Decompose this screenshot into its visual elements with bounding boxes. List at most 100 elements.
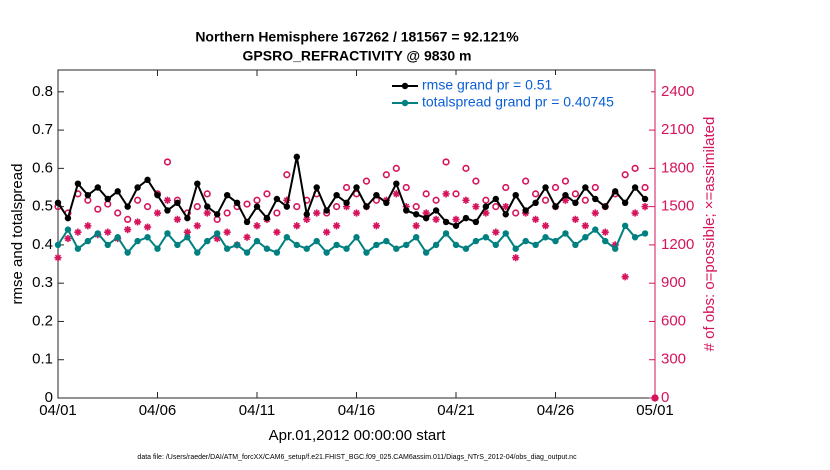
marker-assimilated [601, 228, 609, 236]
marker [164, 207, 171, 214]
marker-assimilated [163, 196, 172, 204]
marker [393, 180, 400, 187]
marker-possible [641, 183, 649, 192]
marker [283, 203, 291, 210]
marker-possible [333, 203, 341, 211]
marker [54, 199, 62, 207]
marker [462, 214, 470, 222]
marker [532, 241, 539, 249]
marker-possible [193, 203, 201, 211]
marker [343, 199, 350, 207]
marker [631, 184, 639, 191]
y-tick-label: 0.1 [32, 351, 53, 368]
marker [403, 207, 410, 214]
marker [343, 245, 350, 252]
marker-possible [492, 203, 500, 211]
marker [64, 226, 72, 233]
y2-tick-label: 1500 [661, 198, 694, 215]
marker-possible [114, 209, 122, 217]
marker-assimilated [392, 190, 400, 198]
marker-possible [124, 215, 132, 223]
marker [592, 195, 599, 203]
marker-possible [362, 177, 371, 185]
marker [542, 234, 549, 241]
marker [512, 191, 519, 199]
marker-possible [571, 190, 580, 198]
marker [293, 153, 300, 161]
marker-possible [263, 190, 271, 198]
marker-assimilated [352, 209, 361, 217]
marker [572, 199, 579, 207]
marker-assimilated [372, 222, 380, 230]
y-tick-label: 0.3 [32, 274, 53, 291]
y-tick-label: 0.5 [32, 198, 53, 215]
marker [432, 241, 440, 249]
marker [602, 203, 609, 210]
footnote: data file: /Users/raeder/DAI/ATM_forcXX/… [137, 454, 577, 461]
marker-assimilated [651, 394, 659, 402]
marker [562, 191, 569, 199]
marker-possible [253, 196, 261, 204]
marker-assimilated [74, 228, 82, 236]
marker [552, 203, 559, 210]
marker [114, 234, 121, 241]
marker [452, 222, 460, 229]
marker-possible [293, 203, 301, 211]
marker [353, 184, 360, 191]
marker [413, 234, 420, 241]
marker-assimilated [303, 215, 311, 223]
marker-assimilated [472, 203, 480, 211]
marker [323, 249, 330, 256]
marker [74, 245, 82, 252]
marker [273, 195, 281, 203]
marker-possible [512, 209, 520, 217]
marker [104, 195, 111, 203]
marker-assimilated [143, 223, 152, 231]
marker [552, 237, 559, 245]
marker-assimilated [64, 234, 72, 243]
marker [174, 199, 181, 207]
marker [134, 237, 141, 245]
marker-assimilated [213, 234, 221, 243]
marker [383, 237, 390, 245]
marker [482, 203, 490, 210]
marker [114, 188, 121, 195]
marker [592, 226, 599, 233]
marker [562, 230, 569, 237]
marker [204, 237, 211, 245]
marker-assimilated [641, 203, 649, 211]
marker-assimilated [323, 228, 331, 236]
marker [313, 184, 320, 191]
marker-assimilated [333, 222, 341, 230]
y-tick-label: 0.7 [32, 121, 53, 138]
marker [612, 245, 619, 252]
marker [353, 234, 360, 241]
marker [621, 222, 629, 229]
marker [383, 199, 390, 207]
marker [452, 241, 460, 249]
marker-assimilated [452, 215, 460, 223]
marker [184, 234, 191, 241]
marker [432, 207, 440, 214]
marker [94, 230, 102, 237]
marker [522, 207, 529, 214]
marker-possible [94, 205, 102, 213]
marker-possible [621, 171, 629, 179]
marker-assimilated [541, 222, 550, 230]
marker-assimilated [581, 222, 589, 230]
marker-possible [382, 171, 390, 179]
marker [462, 245, 470, 252]
marker [502, 230, 509, 237]
marker [84, 191, 92, 199]
marker-assimilated [243, 233, 251, 241]
marker [233, 199, 241, 207]
marker-possible [432, 196, 440, 204]
marker-assimilated [293, 222, 301, 230]
plot-area [57, 69, 656, 399]
x-tick-label: 04/11 [239, 402, 275, 419]
marker-assimilated [342, 203, 351, 211]
marker-possible [631, 164, 639, 172]
marker [442, 230, 450, 237]
marker-possible [462, 164, 470, 172]
marker-assimilated [532, 215, 540, 223]
